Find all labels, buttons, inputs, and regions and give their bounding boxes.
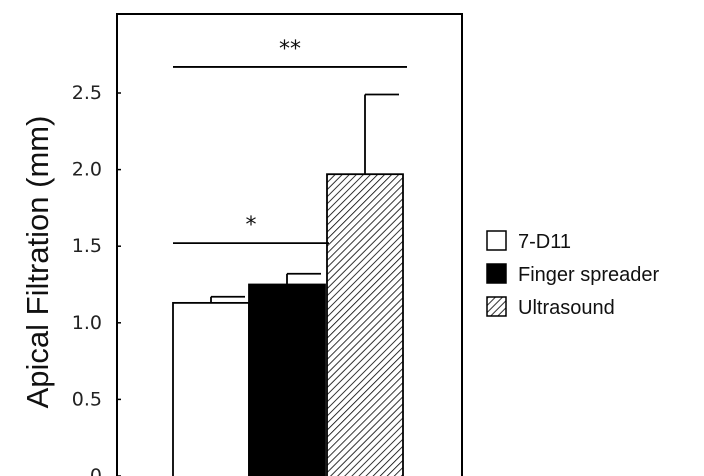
legend-swatch — [486, 263, 507, 284]
legend-label: Finger spreader — [518, 264, 660, 286]
y-tick-label: 1.0 — [72, 312, 102, 334]
y-tick-label: 1.5 — [72, 235, 102, 257]
significance-label: ** — [279, 37, 301, 62]
bar-ultrasound — [326, 173, 404, 476]
y-tick-label: 0 — [90, 465, 102, 476]
legend-label: 7-D11 — [518, 231, 571, 253]
legend-label: Ultrasound — [518, 297, 615, 319]
bar-7-d11 — [172, 301, 250, 476]
significance-label: * — [246, 213, 257, 238]
plot-frame — [116, 13, 463, 476]
y-tick-label: 2.5 — [72, 82, 102, 104]
y-tick-label: 0.5 — [72, 388, 102, 410]
legend-swatch — [486, 296, 507, 317]
y-tick-label: 2.0 — [72, 159, 102, 181]
y-axis-title: Apical Filtration (mm) — [20, 116, 55, 409]
legend-swatch — [486, 230, 507, 251]
bar-finger-spreader — [248, 283, 326, 476]
